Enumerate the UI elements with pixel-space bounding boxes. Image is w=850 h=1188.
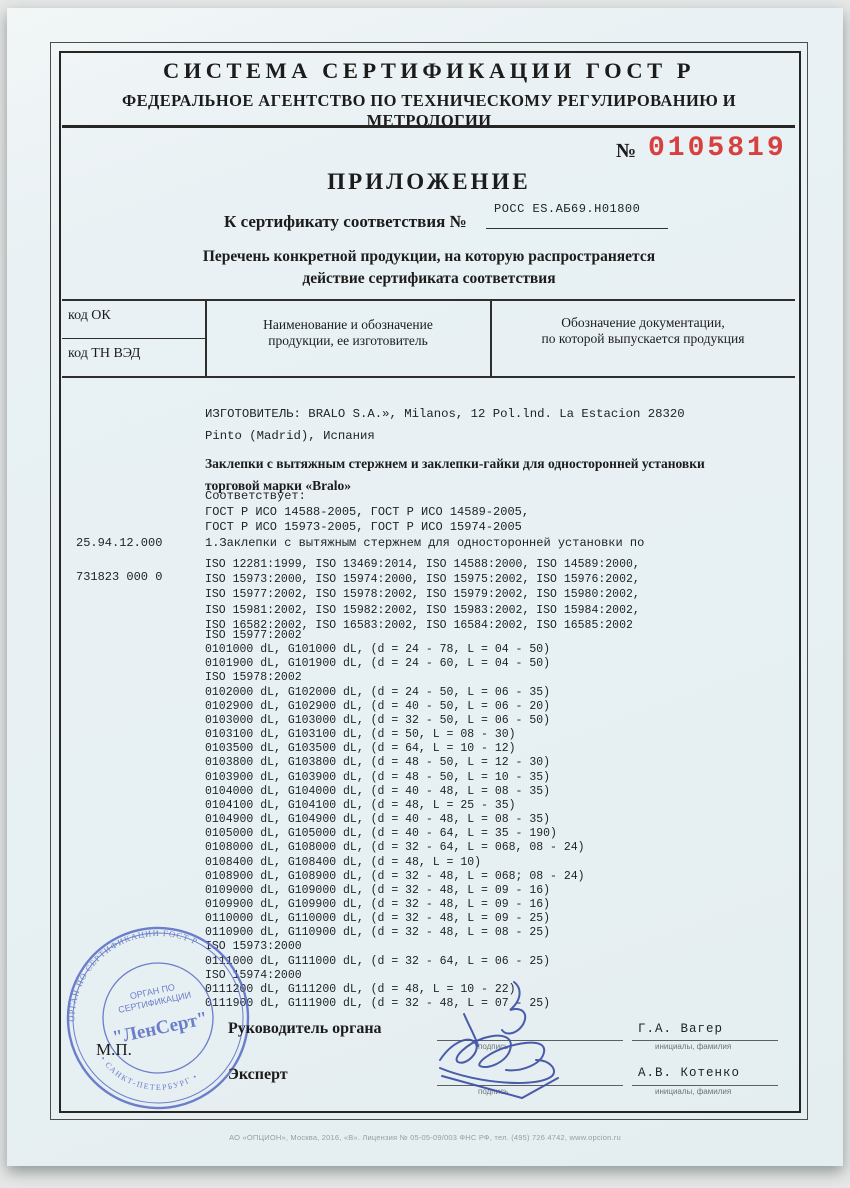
code-ok-value: 25.94.12.000 [76, 536, 163, 550]
sign-caption-2: подпись [478, 1087, 509, 1096]
conformity-block: Соответствует: ГОСТ Р ИСО 14588-2005, ГО… [205, 489, 645, 550]
col1-header-ok: код ОК [68, 308, 111, 323]
col3-header: Обозначение документации, по которой вып… [541, 315, 745, 346]
parts-list-block: ISO 15977:2002 0101000 dL, G101000 dL, (… [205, 629, 585, 1011]
blank-number: 0105819 [648, 133, 787, 164]
table-col1-split [62, 338, 206, 340]
paper-background [7, 8, 843, 1166]
cert-ref-label: К сертификату соответствия № [224, 212, 467, 231]
signature-line-2 [437, 1085, 623, 1086]
signature-stroke-head [501, 981, 527, 1035]
signature-stroke-expert [439, 1034, 546, 1072]
system-title: СИСТЕМА СЕРТИФИКАЦИИ ГОСТ Р [162, 58, 696, 83]
mp-mark: М.П. [96, 1040, 132, 1059]
head-name: Г.А. Вагер [638, 1022, 724, 1036]
table-top-border [62, 299, 795, 301]
head-role-label: Руководитель органа [228, 1020, 382, 1037]
col1-header-tnved: код ТН ВЭД [68, 346, 141, 361]
header-divider [62, 125, 795, 128]
subtitle-line1: Перечень конкретной продукции, на котору… [202, 248, 656, 265]
page-title: ПРИЛОЖЕНИЕ [327, 169, 531, 194]
table-vline-2 [490, 299, 492, 377]
subtitle-line2: действие сертификата соответствия [302, 270, 556, 287]
expert-role-label: Эксперт [228, 1066, 288, 1083]
name-caption-1: инициалы, фамилия [655, 1042, 732, 1051]
number-sign: № [616, 140, 637, 162]
print-footer: АО «ОПЦИОН», Москва, 2016, «В». Лицензия… [229, 1133, 621, 1142]
name-line-1 [632, 1040, 778, 1041]
name-line-2 [632, 1085, 778, 1086]
product-name-block: Заклепки с вытяжным стержнем и заклепки-… [205, 456, 705, 493]
sign-caption-1: подпись [478, 1042, 509, 1051]
lensert-stamp: ОРГАН ПО СЕРТИФИКАЦИИ ГОСТ Р • САНКТ-ПЕТ… [52, 918, 250, 1110]
table-bottom-border [62, 376, 795, 378]
manufacturer-block: ИЗГОТОВИТЕЛЬ: BRALO S.A.», Milanos, 12 P… [205, 407, 685, 443]
frame-outer [50, 42, 808, 1120]
iso-standards-block: ISO 12281:1999, ISO 13469:2014, ISO 1458… [205, 558, 640, 632]
expert-name: А.В. Котенко [638, 1066, 741, 1080]
name-caption-2: инициалы, фамилия [655, 1087, 732, 1096]
handwritten-signatures [439, 981, 559, 1100]
signature-line-1 [437, 1040, 623, 1041]
code-tnved-value: 731823 000 0 [76, 570, 163, 584]
col2-header: Наименование и обозначение продукции, ее… [263, 317, 433, 348]
frame-inner [59, 51, 801, 1113]
cert-ref-value: РОСС ES.АБ69.H01800 [494, 202, 641, 216]
cert-ref-underline [486, 206, 668, 229]
